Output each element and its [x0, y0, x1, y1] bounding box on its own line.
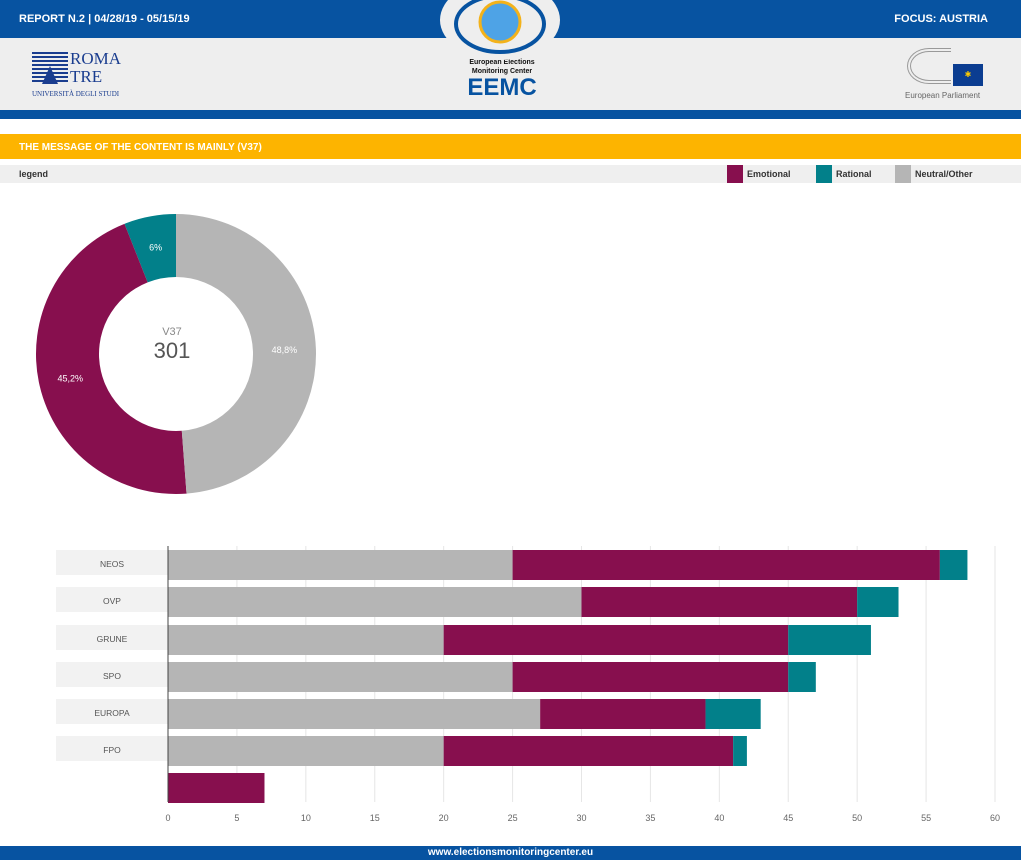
bar-emotional [443, 736, 734, 766]
bar-rational [788, 662, 816, 692]
x-tick-label: 10 [301, 813, 311, 823]
bar-emotional [512, 662, 789, 692]
donut-slice-rational [124, 214, 176, 283]
legend-swatch [895, 165, 911, 183]
bar-neutralother [168, 662, 513, 692]
x-tick-label: 15 [370, 813, 380, 823]
bar-emotional [540, 699, 706, 729]
bar-rational [705, 699, 761, 729]
x-tick-label: 30 [576, 813, 586, 823]
x-tick-label: 20 [439, 813, 449, 823]
donut-slice-label: 6% [149, 242, 162, 252]
blue-stripe [0, 110, 1021, 119]
bar-neutralother [168, 587, 582, 617]
category-label-bg [56, 550, 168, 575]
donut-center-value: 301 [154, 338, 191, 363]
category-label-bg [56, 625, 168, 650]
eemc-acronym: EEMC [467, 74, 537, 101]
bar-neutralother [168, 736, 444, 766]
x-tick-label: 35 [645, 813, 655, 823]
x-tick-label: 50 [852, 813, 862, 823]
category-label: GRUNE [97, 634, 128, 644]
x-tick-label: 0 [165, 813, 170, 823]
bar-emotional [168, 773, 265, 803]
bar-neutralother [168, 699, 541, 729]
category-label-bg [56, 699, 168, 724]
category-label: NEOS [100, 559, 124, 569]
stacked-bar-chart: 0 5 10 15 20 25 30 35 40 45 50 55 60 NEOS OVP GRUNE SPO E… [56, 546, 1000, 823]
eemc-line1: European Elections [469, 59, 535, 66]
section-title: THE MESSAGE OF THE CONTENT IS MAINLY (V3… [0, 134, 1021, 159]
eu-flag-icon: ✱ [953, 64, 983, 86]
category-label: FPO [103, 745, 121, 755]
eemc-line2: Monitoring Center [471, 68, 533, 75]
roma-tre-logo: ROMA TRE UNIVERSITÀ DEGLI STUDI [32, 49, 122, 98]
bar-neutralother [168, 625, 444, 655]
category-label: EUROPA [94, 708, 130, 718]
donut-slice-label: 48,8% [272, 345, 298, 355]
donut-center-label: V37 [162, 326, 182, 338]
bar-rational [788, 625, 871, 655]
bar-emotional [512, 550, 940, 580]
bar-rational [733, 736, 747, 766]
donut-slice-neutralother [176, 214, 317, 494]
legend-label: legend [19, 169, 49, 179]
bar-emotional [443, 625, 789, 655]
x-tick-label: 40 [714, 813, 724, 823]
x-tick-label: 60 [990, 813, 1000, 823]
footer-url[interactable]: www.electionsmonitoringcenter.eu [0, 846, 1021, 860]
logo-band: ROMA TRE UNIVERSITÀ DEGLI STUDI European … [0, 38, 1021, 110]
category-label-bg [56, 587, 168, 612]
bar-emotional [581, 587, 858, 617]
european-parliament-logo: ✱ European Parliament [905, 46, 985, 102]
legend-swatch [816, 165, 832, 183]
category-label: SPO [103, 671, 121, 681]
x-tick-label: 45 [783, 813, 793, 823]
donut-slice-emotional [36, 223, 187, 494]
category-label: OVP [103, 596, 121, 606]
category-label-bg [56, 662, 168, 687]
focus-label: FOCUS: AUSTRIA [894, 13, 988, 25]
legend: legend Emotional Rational Neutral/Other [0, 165, 1021, 183]
x-tick-label: 5 [234, 813, 239, 823]
report-label: REPORT N.2 | 04/28/19 - 05/15/19 [19, 13, 190, 25]
eemc-text: European Elections Monitoring Center EEM… [460, 58, 544, 100]
donut-slice-label: 45,2% [57, 373, 83, 383]
legend-text: Neutral/Other [915, 169, 973, 179]
legend-text: Emotional [747, 169, 791, 179]
legend-item-rational: Rational [816, 165, 872, 183]
x-tick-label: 25 [508, 813, 518, 823]
bar-rational [857, 587, 899, 617]
eemc-eye-logo [440, 0, 560, 60]
legend-swatch [727, 165, 743, 183]
x-tick-label: 55 [921, 813, 931, 823]
bar-rational [939, 550, 968, 580]
donut-chart: V37 301 48,8% 45,2% 6% [36, 214, 317, 494]
category-label-bg [56, 736, 168, 761]
bar-neutralother [168, 550, 513, 580]
legend-item-emotional: Emotional [727, 165, 791, 183]
legend-item-neutral: Neutral/Other [895, 165, 973, 183]
ep-label: European Parliament [905, 91, 981, 100]
legend-text: Rational [836, 169, 872, 179]
